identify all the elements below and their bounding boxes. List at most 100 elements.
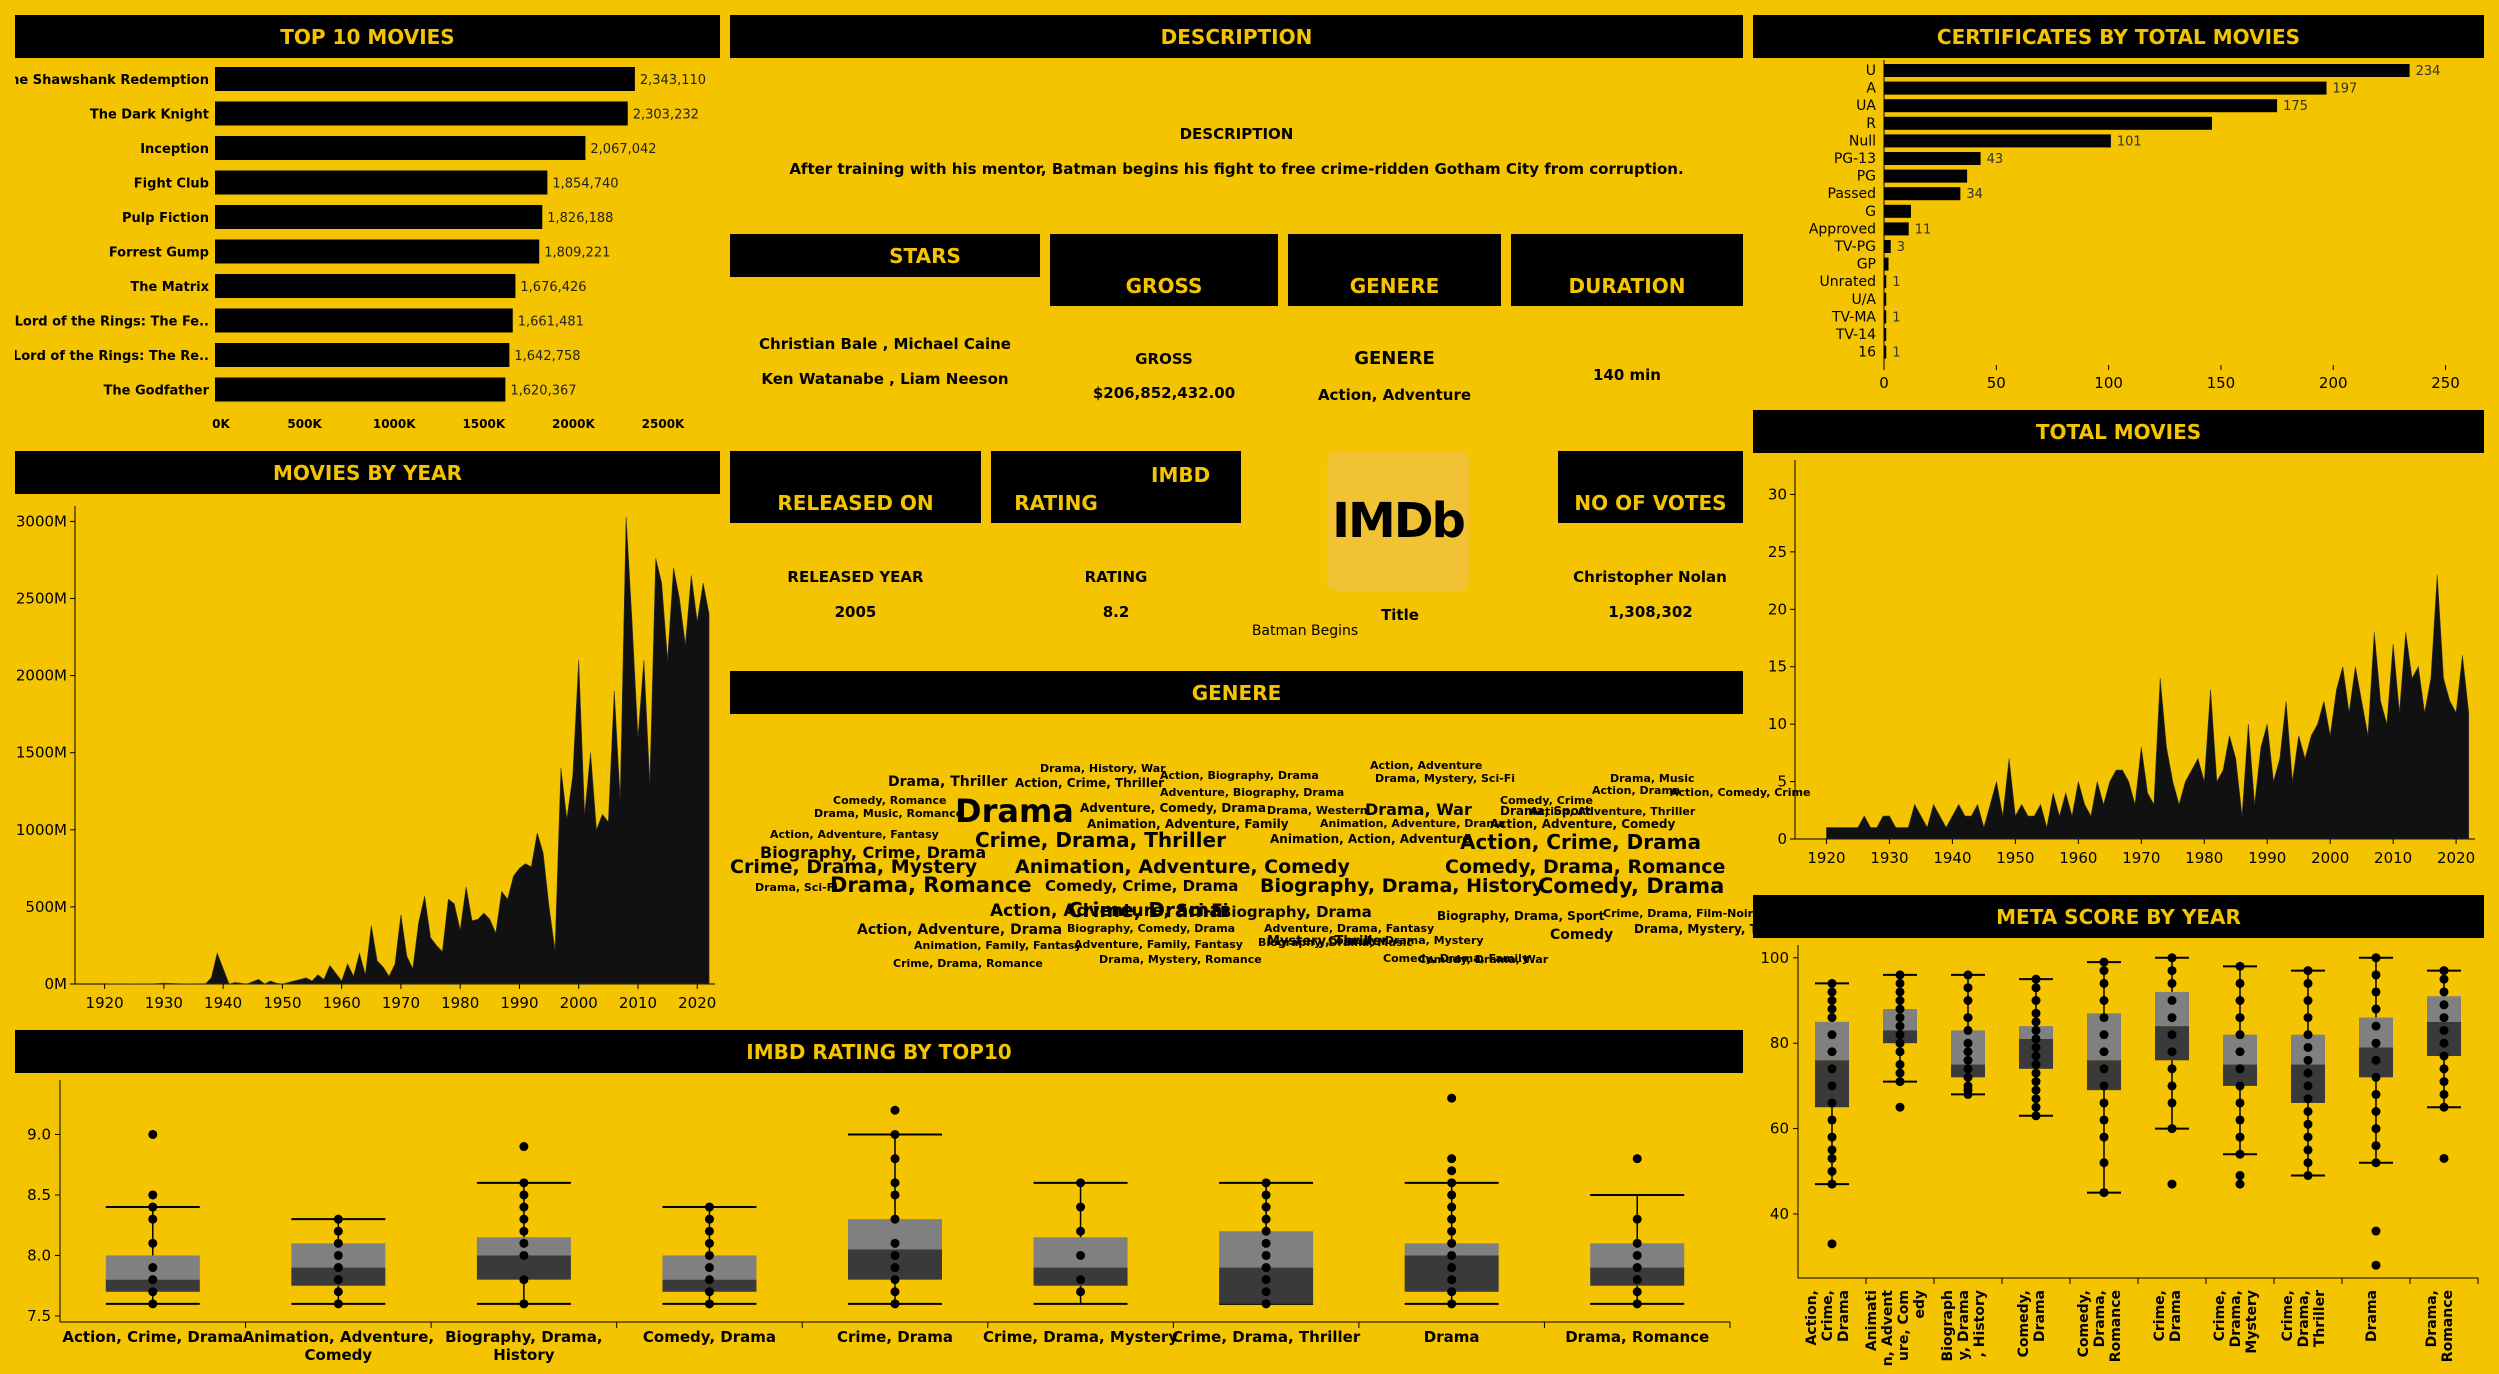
meta_score-point bbox=[2303, 1158, 2313, 1168]
imbd_rating-category-label: History bbox=[493, 1346, 554, 1364]
top10-category-label: The Lord of the Rings: The Fe.. bbox=[15, 315, 209, 330]
meta_score-point bbox=[1895, 970, 1905, 980]
imbd_rating-point bbox=[1447, 1250, 1457, 1260]
rating-value: 8.2 bbox=[1102, 603, 1130, 621]
meta_score-point bbox=[2031, 1068, 2041, 1078]
total_movies-y-tick: 15 bbox=[1768, 658, 1787, 676]
meta_score-point bbox=[2439, 974, 2449, 984]
stars-line-1: Christian Bale , Michael Caine bbox=[759, 335, 1011, 353]
meta_score-point bbox=[2303, 1132, 2313, 1142]
top10-x-tick: 1000K bbox=[373, 417, 416, 431]
meta_score-category-label-line: Crime, bbox=[2212, 1290, 2228, 1341]
imbd_rating-point bbox=[333, 1299, 343, 1309]
movies_by_year-y-tick: 3000M bbox=[16, 512, 67, 530]
meta_score-point bbox=[2303, 1013, 2313, 1023]
rating-header-label: RATING bbox=[1014, 491, 1098, 515]
meta_score-point bbox=[2303, 1030, 2313, 1040]
imbd_rating-point bbox=[890, 1275, 900, 1285]
meta_score-point bbox=[1963, 970, 1973, 980]
wordcloud-term: Adventure, Drama, Fantasy bbox=[1264, 922, 1435, 935]
imbd_rating-point bbox=[148, 1263, 158, 1273]
total_movies-x-tick: 1960 bbox=[2059, 849, 2097, 867]
meta_score-category-label-line: Animati bbox=[1864, 1290, 1880, 1351]
imbd_rating-point bbox=[148, 1190, 158, 1200]
cert-value-label: 3 bbox=[1897, 240, 1905, 255]
cert-x-tick: 0 bbox=[1879, 374, 1889, 392]
meta_score-category-label-line: Drama, bbox=[2228, 1290, 2244, 1347]
imbd_rating-box-upper bbox=[1404, 1243, 1499, 1256]
released-label: RELEASED YEAR bbox=[787, 568, 924, 586]
top10-x-tick: 2500K bbox=[642, 417, 685, 431]
imbd_rating-point bbox=[890, 1105, 900, 1115]
movies_by_year-y-tick: 2500M bbox=[16, 590, 67, 608]
imbd_rating-point bbox=[1632, 1299, 1642, 1309]
total-movies-header: TOTAL MOVIES bbox=[1753, 410, 2484, 453]
cert-category-label: Approved bbox=[1809, 221, 1876, 237]
movies_by_year-x-tick: 1920 bbox=[86, 994, 124, 1012]
wordcloud-term: Comedy, Romance bbox=[833, 794, 947, 807]
meta_score-point bbox=[1827, 1013, 1837, 1023]
imbd_rating-point bbox=[1447, 1299, 1457, 1309]
top10-x-tick: 2000K bbox=[552, 417, 595, 431]
imbd_rating-point bbox=[148, 1129, 158, 1139]
cert-bar bbox=[1884, 116, 2212, 130]
wordcloud-term: Drama, Mystery, Romance bbox=[1099, 953, 1262, 966]
meta_score-point bbox=[2371, 987, 2381, 997]
wordcloud-term: Drama, Music, Romance bbox=[814, 807, 964, 820]
wordcloud-term: Biography, Comedy, Drama bbox=[1067, 922, 1236, 935]
movies_by_year-area bbox=[104, 516, 710, 985]
imbd_rating-point bbox=[890, 1154, 900, 1164]
meta_score-point bbox=[2303, 1145, 2313, 1155]
wordcloud-term: Action, Adventure, Sci-Fi bbox=[990, 901, 1229, 921]
imbd_rating-point bbox=[519, 1250, 529, 1260]
imbd_rating-category-label: Crime, Drama, Thriller bbox=[1172, 1328, 1361, 1346]
movies_by_year-x-tick: 1960 bbox=[323, 994, 361, 1012]
top10-category-label: The Godfather bbox=[104, 384, 210, 399]
total_movies-x-tick: 1950 bbox=[1996, 849, 2034, 867]
meta_score-point bbox=[1895, 1030, 1905, 1040]
meta_score-point bbox=[2167, 966, 2177, 976]
cert-category-label: Null bbox=[1849, 133, 1876, 149]
meta_score-point bbox=[2371, 1004, 2381, 1014]
meta_score-point bbox=[2371, 953, 2381, 963]
meta_score-category-label-line: Drama bbox=[2032, 1290, 2048, 1342]
imbd_rating-category-label: Action, Crime, Drama bbox=[62, 1328, 243, 1346]
description-label: DESCRIPTION bbox=[1179, 125, 1294, 143]
total_movies-x-tick: 1970 bbox=[2122, 849, 2160, 867]
meta_score-point bbox=[2167, 996, 2177, 1005]
top10-bar bbox=[215, 67, 635, 91]
meta_score-category-label-line: Biograph bbox=[1940, 1290, 1956, 1361]
meta_score-point bbox=[2235, 1132, 2245, 1142]
top10-value-label: 1,620,367 bbox=[510, 384, 576, 399]
cert-bar bbox=[1884, 292, 1887, 306]
cert-bar bbox=[1884, 152, 1981, 165]
imbd_rating-point bbox=[1447, 1093, 1457, 1103]
meta_score-point bbox=[2235, 1030, 2245, 1040]
imbd_rating-point bbox=[1261, 1190, 1271, 1200]
meta_score-point bbox=[1895, 1077, 1905, 1087]
cert-value-label: 101 bbox=[2117, 134, 2142, 149]
imbd_rating-point bbox=[890, 1190, 900, 1200]
meta_score-point bbox=[2439, 1013, 2449, 1023]
total_movies-x-tick: 1940 bbox=[1933, 849, 1971, 867]
meta_score-category-label: Drama,Romance bbox=[2424, 1290, 2456, 1362]
meta_score-category-label-line: Mystery bbox=[2244, 1290, 2260, 1354]
meta_score-point bbox=[2031, 1077, 2041, 1087]
imbd_rating-category-label: Biography, Drama, bbox=[445, 1328, 603, 1346]
meta_score-point bbox=[1827, 1115, 1837, 1125]
meta_score-category-label-line: Romance bbox=[2440, 1290, 2456, 1362]
total_movies-y-tick: 25 bbox=[1768, 543, 1787, 561]
meta_score-point bbox=[1827, 1081, 1837, 1091]
imbd_rating-point bbox=[333, 1263, 343, 1273]
wordcloud-term: Biography, Drama bbox=[1220, 903, 1372, 921]
imbd_rating-category-label: Comedy, Drama bbox=[643, 1328, 776, 1346]
wordcloud-term: Drama, War bbox=[1365, 800, 1472, 819]
total_movies-area bbox=[1826, 574, 2470, 840]
wordcloud-term: Drama, History, War bbox=[1040, 762, 1166, 775]
director-name: Christopher Nolan bbox=[1573, 568, 1727, 586]
meta_score-point bbox=[2439, 1102, 2449, 1112]
meta_score-point bbox=[1895, 1047, 1905, 1057]
meta_score-point bbox=[2099, 1115, 2109, 1125]
meta_score-category-label: Drama bbox=[2364, 1290, 2380, 1342]
imbd_rating-point bbox=[1076, 1226, 1086, 1236]
